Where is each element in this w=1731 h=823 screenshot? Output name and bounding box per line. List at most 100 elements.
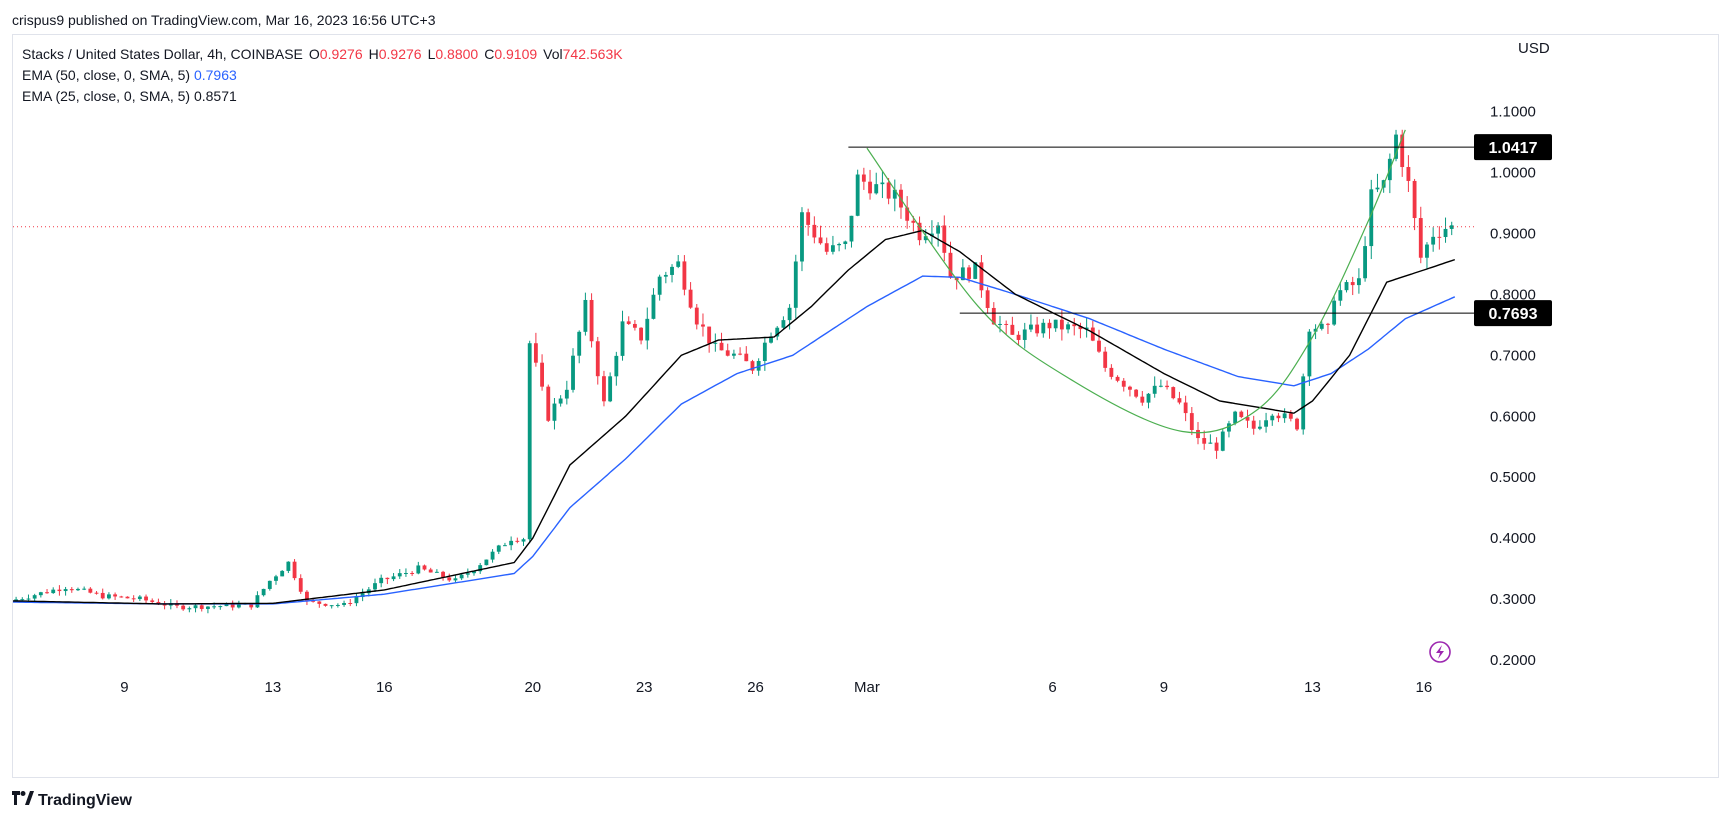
y-tick-label: 0.7000	[1490, 347, 1536, 364]
candle-down	[428, 569, 433, 573]
x-tick-label: 9	[120, 679, 128, 696]
candle-up	[14, 599, 19, 601]
candle-up	[397, 573, 402, 577]
candle-down	[1251, 420, 1256, 429]
candle-up	[280, 570, 285, 577]
candle-down	[88, 588, 93, 593]
legend-ema50-row[interactable]: EMA (50, close, 0, SMA, 5) 0.7963	[22, 65, 623, 86]
candle-down	[422, 565, 427, 570]
candle-down	[1245, 417, 1250, 421]
lightning-icon[interactable]	[1429, 641, 1451, 663]
candle-down	[125, 596, 130, 599]
candle-up	[787, 307, 792, 321]
candle-up	[923, 236, 928, 241]
candle-up	[416, 565, 421, 574]
axis-layer: USD 1.1000 1.0000 0.9000 0.8000 0.7000 0.6000 0…	[120, 40, 1550, 696]
candle-up	[496, 545, 501, 552]
candle-up	[608, 376, 613, 402]
candle-down	[1072, 324, 1077, 327]
cup-pattern-curve[interactable]	[866, 129, 1406, 434]
candle-down	[738, 353, 743, 355]
y-tick-label: 1.1000	[1490, 104, 1536, 121]
candle-up	[1146, 393, 1151, 403]
candle-down	[991, 307, 996, 325]
x-tick-label: 16	[376, 679, 393, 696]
candle-up	[843, 241, 848, 245]
candle-up	[1282, 413, 1287, 419]
y-tick-label: 0.6000	[1490, 408, 1536, 425]
candle-up	[998, 323, 1002, 325]
candle-up	[472, 571, 476, 574]
candle-down	[441, 571, 445, 578]
candle-up	[32, 595, 37, 599]
candle-down	[199, 605, 204, 609]
symbol-name[interactable]: Stacks / United States Dollar, 4h, COINB…	[22, 46, 303, 62]
candle-up	[1220, 431, 1225, 451]
currency-label[interactable]: USD	[1518, 40, 1550, 57]
candle-down	[967, 267, 971, 279]
candle-down	[1047, 322, 1052, 329]
candle-up	[775, 327, 780, 337]
candle-down	[1350, 282, 1355, 286]
candle-up	[1307, 331, 1312, 377]
candle-up	[1319, 323, 1324, 329]
candle-down	[447, 577, 452, 581]
level-price-badge	[1474, 300, 1552, 327]
tradingview-logo[interactable]: TradingView	[12, 791, 132, 810]
ema25-label[interactable]: EMA (25, close, 0, SMA, 5)	[22, 88, 191, 104]
candle-up	[106, 594, 111, 599]
y-tick-label: 0.4000	[1490, 530, 1536, 547]
x-tick-label: 13	[265, 679, 282, 696]
candle-down	[985, 290, 990, 308]
candle-down	[1202, 438, 1207, 444]
candle-up	[521, 539, 526, 542]
x-tick-label: 9	[1160, 679, 1168, 696]
candle-down	[861, 174, 866, 182]
candle-down	[750, 361, 755, 371]
candle-up	[527, 343, 532, 540]
candle-up	[874, 184, 879, 194]
candle-up	[38, 592, 43, 596]
legend-symbol-row[interactable]: Stacks / United States Dollar, 4h, COINB…	[22, 44, 623, 65]
publisher-line: crispus9 published on TradingView.com, M…	[12, 12, 436, 28]
candle-down	[589, 299, 594, 342]
candle-up	[335, 604, 340, 606]
candle-down	[725, 350, 730, 356]
price-chart[interactable]: USD 1.1000 1.0000 0.9000 0.8000 0.7000 0.6000 0…	[13, 35, 1720, 779]
low-label: L	[427, 46, 436, 62]
candle-down	[824, 243, 829, 252]
ema25-line[interactable]	[13, 229, 1456, 605]
candle-up	[1233, 411, 1238, 424]
candle-down	[1010, 324, 1015, 335]
low-value: 0.8800	[435, 46, 479, 62]
candle-up	[793, 261, 798, 308]
candle-down	[317, 601, 322, 604]
ema50-line[interactable]	[13, 275, 1456, 605]
candle-up	[676, 261, 681, 267]
candle-down	[1134, 389, 1139, 397]
candle-down	[94, 592, 99, 594]
candle-up	[1257, 426, 1262, 429]
candle-down	[688, 289, 693, 308]
volume-value: 742.563K	[562, 46, 623, 62]
candle-up	[261, 588, 266, 596]
ema50-label[interactable]: EMA (50, close, 0, SMA, 5)	[22, 67, 191, 83]
chart-frame[interactable]: USD 1.1000 1.0000 0.9000 0.8000 0.7000 0.6000 0…	[12, 34, 1719, 778]
candle-up	[620, 321, 625, 356]
x-tick-label: 23	[636, 679, 653, 696]
y-tick-label: 0.5000	[1490, 469, 1536, 486]
candle-up	[663, 274, 668, 277]
candle-down	[1103, 351, 1108, 368]
candle-up	[373, 583, 377, 590]
legend-ema25-row[interactable]: EMA (25, close, 0, SMA, 5) 0.8571	[22, 86, 623, 107]
candle-up	[1264, 420, 1268, 427]
candle-down	[540, 362, 544, 387]
candle-up	[329, 605, 334, 607]
candle-down	[1288, 413, 1293, 419]
candle-down	[230, 603, 235, 608]
chart-legend: Stacks / United States Dollar, 4h, COINB…	[22, 44, 623, 107]
candle-up	[936, 225, 941, 234]
candle-down	[311, 600, 316, 602]
candle-down	[410, 573, 415, 575]
candle-down	[323, 603, 328, 606]
